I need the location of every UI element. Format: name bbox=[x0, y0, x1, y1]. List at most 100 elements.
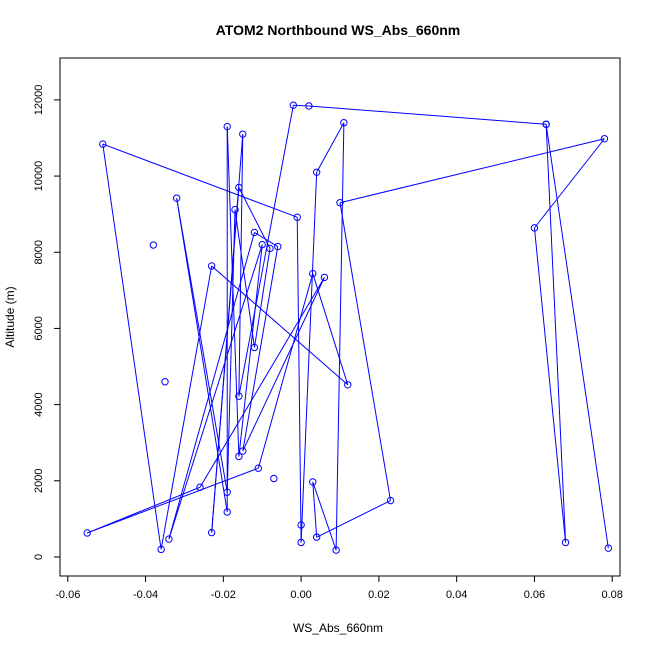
series-segment bbox=[312, 273, 349, 385]
data-point bbox=[309, 269, 317, 278]
x-tick-label: -0.02 bbox=[211, 589, 236, 601]
data-point bbox=[149, 241, 158, 249]
data-point bbox=[223, 508, 231, 516]
data-point bbox=[161, 378, 169, 386]
series-segment bbox=[312, 481, 337, 551]
data-point bbox=[386, 496, 395, 505]
series-segment bbox=[234, 209, 255, 348]
series-segment bbox=[533, 227, 567, 543]
chart-title: ATOM2 Northbound WS_Abs_660nm bbox=[216, 22, 461, 38]
series-segment bbox=[168, 232, 255, 540]
series-segment bbox=[545, 124, 609, 549]
data-point bbox=[196, 483, 204, 491]
series-segment bbox=[168, 244, 263, 540]
series-segment bbox=[296, 217, 302, 543]
series-segment bbox=[534, 138, 605, 229]
data-point bbox=[223, 488, 231, 496]
y-tick-label: 8000 bbox=[33, 240, 45, 264]
data-point bbox=[297, 521, 305, 529]
series-segment bbox=[339, 138, 605, 204]
data-point bbox=[165, 535, 173, 543]
data-point bbox=[172, 194, 181, 202]
y-axis: 0 2000 4000 6000 8000 10000 12000 bbox=[33, 85, 61, 560]
series-segment bbox=[253, 248, 271, 348]
series-segment bbox=[339, 202, 392, 501]
data-point bbox=[312, 168, 321, 176]
data-point bbox=[83, 529, 91, 537]
x-tick-label: 0.00 bbox=[290, 589, 311, 601]
y-tick-label: 10000 bbox=[33, 161, 45, 192]
data-point bbox=[293, 213, 301, 221]
data-point bbox=[207, 528, 216, 537]
series-segment bbox=[211, 265, 349, 386]
series-segment bbox=[242, 246, 279, 452]
data-point bbox=[250, 228, 259, 237]
series-segment bbox=[316, 122, 345, 173]
series-segment bbox=[102, 143, 298, 218]
data-point bbox=[250, 343, 259, 352]
data-point bbox=[99, 140, 107, 148]
series-segment bbox=[160, 265, 213, 550]
data-point bbox=[239, 130, 247, 138]
data-point bbox=[235, 183, 243, 192]
x-tick-label: 0.02 bbox=[368, 589, 389, 601]
series-segment bbox=[238, 134, 244, 397]
y-tick-label: 0 bbox=[33, 554, 45, 560]
data-point bbox=[270, 474, 278, 483]
x-tick-label: 0.06 bbox=[524, 589, 545, 601]
data-point bbox=[223, 122, 231, 131]
series-segment bbox=[226, 209, 236, 493]
y-axis-label: Altitude (m) bbox=[3, 286, 17, 347]
y-tick-label: 2000 bbox=[33, 469, 45, 493]
data-point bbox=[320, 273, 329, 282]
data-point bbox=[207, 262, 216, 270]
series-segment bbox=[238, 105, 294, 397]
data-point bbox=[266, 244, 274, 253]
x-tick-label: -0.06 bbox=[55, 589, 80, 601]
data-point bbox=[235, 392, 243, 400]
data-point bbox=[305, 102, 313, 110]
series-segment bbox=[226, 126, 240, 457]
data-point bbox=[235, 452, 243, 461]
data-point bbox=[312, 533, 321, 541]
series-segment bbox=[176, 198, 228, 513]
data-point bbox=[274, 242, 282, 251]
x-tick-label: -0.04 bbox=[133, 589, 158, 601]
data-point bbox=[332, 546, 340, 554]
data-point bbox=[289, 101, 298, 109]
y-tick-label: 12000 bbox=[33, 85, 45, 116]
series-segment bbox=[87, 467, 259, 534]
y-tick-label: 4000 bbox=[33, 392, 45, 416]
data-point bbox=[239, 447, 247, 455]
series-segment bbox=[102, 144, 162, 550]
series-segment bbox=[293, 104, 309, 107]
data-point bbox=[340, 119, 348, 127]
series-segment bbox=[312, 481, 318, 538]
series-segment bbox=[257, 273, 314, 469]
series-lines bbox=[87, 104, 609, 551]
series-segment bbox=[300, 172, 318, 543]
series-points bbox=[83, 101, 613, 554]
y-tick-label: 6000 bbox=[33, 316, 45, 340]
data-point bbox=[231, 205, 239, 214]
data-point bbox=[530, 224, 539, 232]
series-segment bbox=[199, 277, 325, 488]
series-segment bbox=[176, 198, 228, 493]
x-axis-label: WS_Abs_660nm bbox=[293, 621, 383, 635]
data-point bbox=[344, 381, 352, 389]
series-segment bbox=[316, 500, 391, 538]
data-point bbox=[258, 240, 266, 249]
x-axis: -0.06 -0.04 -0.02 0.00 0.02 0.04 0.06 0.08 bbox=[55, 575, 623, 601]
series-segment bbox=[238, 244, 263, 457]
data-point bbox=[157, 545, 165, 554]
data-point bbox=[254, 464, 263, 472]
series-segment bbox=[308, 105, 547, 125]
data-point bbox=[309, 478, 317, 486]
series-segment bbox=[545, 124, 567, 543]
data-point bbox=[297, 538, 305, 547]
data-point bbox=[561, 538, 570, 547]
series-segment bbox=[254, 232, 279, 247]
series-segment bbox=[335, 122, 345, 551]
x-tick-label: 0.04 bbox=[446, 589, 467, 601]
